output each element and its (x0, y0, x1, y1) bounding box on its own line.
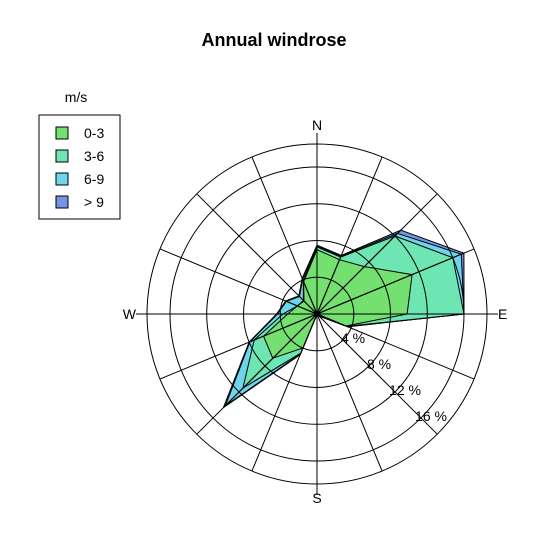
grid-spoke (316, 313, 383, 472)
legend-swatch (55, 149, 69, 163)
polar-grid (136, 133, 498, 495)
grid-spoke (159, 248, 318, 315)
grid-spoke (316, 313, 475, 380)
ring-label: 16 % (415, 408, 447, 424)
grid-spoke (316, 248, 475, 315)
legend-frame (38, 114, 121, 220)
grid-spoke (251, 313, 318, 472)
legend-swatch (55, 195, 69, 209)
grid-spoke (316, 313, 438, 435)
legend-title: m/s (65, 89, 88, 105)
legend-label: 3-6 (84, 148, 104, 164)
legend-label: 6-9 (84, 171, 104, 187)
legend-swatch (55, 126, 69, 140)
compass-label-e: E (498, 306, 507, 322)
compass-labels: N E S W (123, 117, 508, 506)
legend: m/s 0-3 3-6 6-9 > 9 (38, 89, 121, 220)
legend-swatch (55, 172, 69, 186)
grid-spoke (316, 193, 438, 315)
legend-label: 0-3 (84, 125, 104, 141)
legend-label: > 9 (84, 194, 104, 210)
compass-label-s: S (312, 490, 321, 506)
ring-label: 4 % (341, 330, 365, 346)
ring-label: 12 % (389, 382, 421, 398)
ring-label: 8 % (367, 356, 391, 372)
ring-labels: 4 %8 % 12 % 16 % (341, 330, 447, 424)
compass-label-w: W (123, 306, 137, 322)
grid-spoke (251, 156, 318, 315)
grid-spoke (316, 156, 383, 315)
grid-spoke (196, 193, 318, 315)
chart-title: Annual windrose (201, 30, 346, 50)
compass-label-n: N (312, 117, 322, 133)
grid-spoke (196, 313, 318, 435)
grid-spoke (159, 313, 318, 380)
